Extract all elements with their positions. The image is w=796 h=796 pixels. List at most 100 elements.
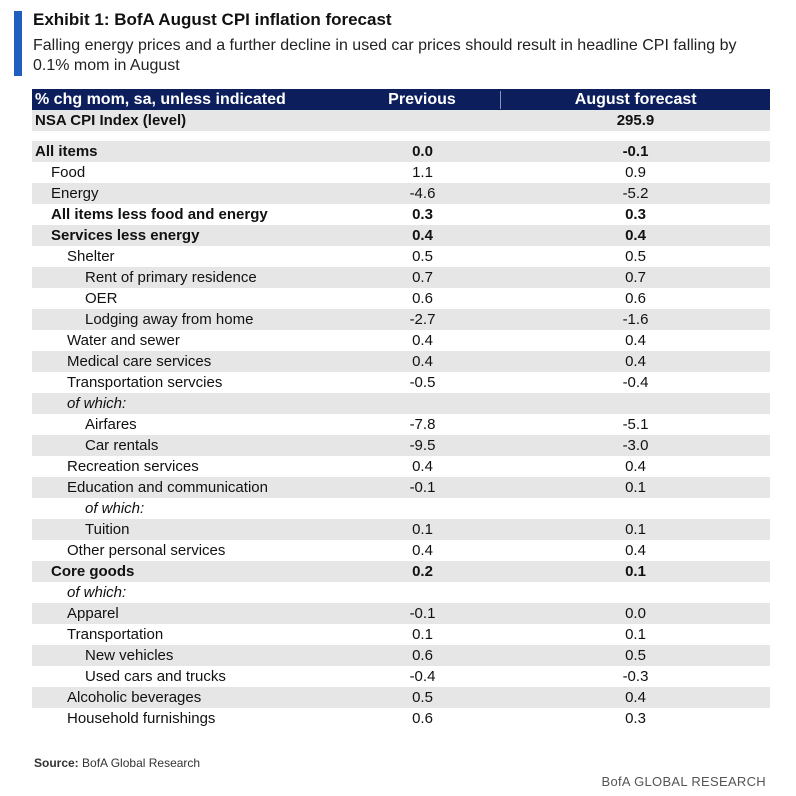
row-label: New vehicles [85,647,174,664]
previous-value: 0.7 [412,269,433,286]
table-row: Core goods 0.2 0.1 [32,561,770,582]
previous-value: 0.4 [412,542,433,559]
august-forecast-value: -1.6 [622,311,649,328]
cpi-forecast-table: % chg mom, sa, unless indicated Previous… [32,89,770,729]
header-label-column: % chg mom, sa, unless indicated [35,90,286,108]
row-label: NSA CPI Index (level) [35,112,187,129]
table-row: Tuition 0.1 0.1 [32,519,770,540]
previous-value: 0.5 [412,689,433,706]
previous-value: 0.5 [412,248,433,265]
row-label: Water and sewer [67,332,180,349]
row-label: Food [51,164,86,181]
previous-value: 1.1 [412,164,433,181]
august-forecast-value: 0.5 [625,647,646,664]
table-row: Shelter 0.5 0.5 [32,246,770,267]
august-forecast-value: 295.9 [616,112,655,129]
previous-value: 0.3 [412,206,433,223]
row-label: Tuition [85,521,130,538]
table-row: Airfares -7.8 -5.1 [32,414,770,435]
header-previous-column: Previous [344,90,502,109]
august-forecast-value: 0.5 [625,248,646,265]
table-row: Lodging away from home -2.7 -1.6 [32,309,770,330]
table-row: Water and sewer 0.4 0.4 [32,330,770,351]
row-label: of which: [85,500,145,517]
table-row: Transportation 0.1 0.1 [32,624,770,645]
row-label: All items less food and energy [51,206,268,223]
august-forecast-value: 0.6 [625,290,646,307]
previous-value: -4.6 [409,185,436,202]
row-label: Household furnishings [67,710,216,727]
row-label: Rent of primary residence [85,269,257,286]
previous-value: -0.5 [409,374,436,391]
table-row: of which: [32,582,770,603]
august-forecast-value: 0.1 [625,626,646,643]
accent-bar [14,11,22,76]
row-label: Used cars and trucks [85,668,226,685]
table-row: of which: [32,498,770,519]
previous-value: 0.4 [412,353,433,370]
table-row: NSA CPI Index (level) 295.9 [32,110,770,131]
table-row: Apparel -0.1 0.0 [32,603,770,624]
row-label: Transportation servcies [67,374,223,391]
table-row: Energy -4.6 -5.2 [32,183,770,204]
previous-value: 0.4 [412,458,433,475]
row-label: Shelter [67,248,115,265]
table-row: Education and communication -0.1 0.1 [32,477,770,498]
table-row: Services less energy 0.4 0.4 [32,225,770,246]
source-label: Source: [34,756,79,770]
table-row: Medical care services 0.4 0.4 [32,351,770,372]
table-row: Used cars and trucks -0.4 -0.3 [32,666,770,687]
august-forecast-value: 0.4 [625,458,646,475]
table-spacer-row [32,131,770,141]
previous-value: 0.1 [412,521,433,538]
row-label: Energy [51,185,99,202]
table-row: Food 1.1 0.9 [32,162,770,183]
august-forecast-value: 0.4 [625,353,646,370]
table-row: Other personal services 0.4 0.4 [32,540,770,561]
table-header: % chg mom, sa, unless indicated Previous… [32,89,770,110]
source-note: Source: BofA Global Research [34,756,200,770]
august-forecast-value: 0.3 [625,710,646,727]
header-august-forecast-column: August forecast [574,90,697,108]
row-label: of which: [67,584,127,601]
table-row: Household furnishings 0.6 0.3 [32,708,770,729]
august-forecast-value: 0.1 [625,521,646,538]
august-forecast-value: 0.4 [625,689,646,706]
august-forecast-value: -5.1 [622,416,649,433]
august-forecast-value: -0.4 [622,374,649,391]
august-forecast-value: -0.3 [622,668,649,685]
table-row: of which: [32,393,770,414]
previous-value: -0.1 [409,479,436,496]
table-row: New vehicles 0.6 0.5 [32,645,770,666]
previous-value: 0.6 [412,290,433,307]
table-row: Transportation servcies -0.5 -0.4 [32,372,770,393]
august-forecast-value: 0.0 [625,605,646,622]
source-text: BofA Global Research [82,756,201,770]
previous-value: 0.4 [412,227,433,244]
exhibit-subtitle: Falling energy prices and a further decl… [33,37,737,74]
august-forecast-value: 0.1 [625,563,646,580]
august-forecast-value: -5.2 [622,185,649,202]
august-forecast-value: -0.1 [622,143,649,160]
august-forecast-value: 0.4 [625,227,646,244]
august-forecast-value: 0.9 [625,164,646,181]
row-label: Recreation services [67,458,199,475]
row-label: All items [35,143,98,160]
table-row: All items 0.0 -0.1 [32,141,770,162]
row-label: Services less energy [51,227,200,244]
previous-value: 0.2 [412,563,433,580]
august-forecast-value: 0.4 [625,542,646,559]
table-body: NSA CPI Index (level) 295.9 All items 0.0 -0… [32,110,770,729]
row-label: of which: [67,395,127,412]
row-label: Lodging away from home [85,311,254,328]
row-label: Apparel [67,605,119,622]
table-row: OER 0.6 0.6 [32,288,770,309]
row-label: Airfares [85,416,137,433]
table-row: All items less food and energy 0.3 0.3 [32,204,770,225]
previous-value: -9.5 [409,437,436,454]
august-forecast-value: 0.3 [625,206,646,223]
exhibit-title: Exhibit 1: BofA August CPI inflation for… [33,10,392,29]
previous-value: 0.6 [412,647,433,664]
row-label: Medical care services [67,353,212,370]
previous-value: -7.8 [409,416,436,433]
